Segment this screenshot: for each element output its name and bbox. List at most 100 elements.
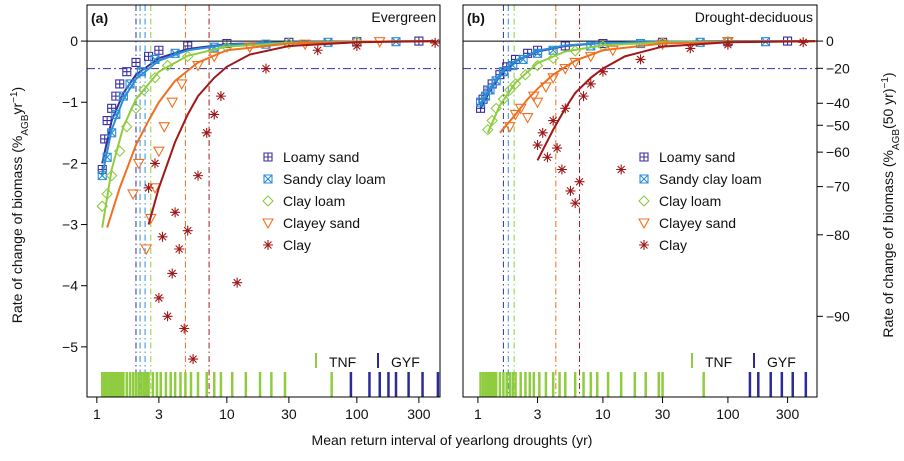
legend-marker (262, 218, 274, 230)
data-point (351, 40, 362, 51)
data-point (531, 59, 544, 72)
data-point (209, 109, 220, 120)
data-point (122, 67, 132, 77)
fit-curve (101, 40, 436, 176)
legend-label: Clayey sand (283, 215, 360, 231)
x-tick-label: 30 (655, 406, 671, 422)
y-axis-label: Rate of change of biomass (%AGByr−1) (9, 87, 31, 323)
data-point (118, 91, 128, 101)
y-tick-label: −2 (62, 155, 78, 171)
data-point (722, 39, 733, 50)
data-point (215, 91, 226, 102)
rug-label: GYF (767, 354, 796, 370)
data-point (569, 45, 581, 57)
data-point (192, 60, 204, 72)
data-point (201, 127, 212, 138)
data-point (111, 91, 121, 101)
data-point (514, 103, 527, 115)
y-tick-label: −3 (62, 217, 78, 233)
data-point (527, 91, 540, 103)
legend-marker (263, 174, 273, 184)
data-point (154, 45, 164, 55)
plot-area (87, 5, 440, 397)
x-tick-label: 3 (155, 406, 163, 422)
y2-axis-label-part: ) (880, 72, 896, 77)
data-point (537, 127, 548, 138)
legend-label: Sandy clay loam (659, 171, 762, 187)
y2-axis-label-part: Rate of change of biomass (% (880, 150, 896, 338)
legend-label: Loamy sand (659, 149, 735, 165)
data-point (170, 207, 181, 218)
y2-tick-label: −90 (826, 308, 850, 324)
x-axis-label: Mean return interval of yearlong drought… (312, 432, 593, 448)
legend-marker (638, 195, 650, 207)
y2-tick-label: −20 (826, 60, 850, 76)
data-point (490, 102, 502, 115)
panel-title: Evergreen (371, 9, 436, 25)
data-point (504, 84, 516, 96)
legend-marker (263, 152, 273, 162)
data-point (521, 112, 534, 124)
data-point (111, 109, 121, 120)
data-point (107, 128, 117, 138)
data-point (548, 115, 559, 126)
data-point (181, 50, 194, 63)
data-point (152, 146, 165, 158)
data-point (140, 244, 153, 256)
data-point (260, 63, 271, 74)
data-point (143, 182, 154, 193)
y-axis-label-part: −1 (9, 91, 20, 103)
data-point (125, 79, 135, 89)
data-point (584, 51, 597, 63)
plot-area (463, 5, 817, 397)
data-point (542, 152, 553, 163)
data-point (208, 51, 221, 63)
y-tick-label: −4 (62, 278, 78, 294)
data-point (552, 143, 563, 154)
data-point (531, 97, 544, 109)
data-point (283, 37, 295, 50)
x-tick-label: 10 (219, 406, 235, 422)
y-axis-label-part: ) (9, 87, 25, 92)
data-point (518, 54, 528, 64)
data-point (158, 122, 171, 133)
data-point (232, 277, 243, 288)
data-point (430, 37, 440, 48)
panel-frame (86, 4, 441, 398)
data-point (498, 67, 508, 77)
data-point (508, 60, 518, 71)
legend-label: Clay (283, 237, 311, 253)
y2-tick-label: −60 (826, 144, 850, 160)
x-tick-label: 30 (281, 406, 297, 422)
fit-curve (147, 40, 436, 225)
data-point (547, 73, 560, 84)
rug-label: TNF (705, 354, 732, 370)
legend-label: Clay loam (659, 193, 721, 209)
data-point (138, 84, 150, 96)
legend-marker (263, 240, 273, 250)
data-point (685, 43, 696, 54)
data-point (532, 140, 543, 151)
data-point (578, 91, 589, 102)
data-point (312, 45, 323, 56)
data-point (121, 120, 133, 133)
data-point (485, 85, 495, 95)
data-point (174, 244, 185, 255)
data-point (170, 48, 180, 58)
fit-curve (536, 40, 816, 161)
data-point (532, 48, 543, 58)
y2-axis-label: Rate of change of biomass (%AGB(50 yr)−1… (880, 72, 902, 337)
data-point (486, 114, 498, 127)
data-point (96, 200, 109, 212)
y2-tick-label: −40 (826, 95, 850, 111)
data-point (175, 79, 188, 91)
x-tick-label: 300 (776, 406, 800, 422)
data-point (131, 57, 141, 68)
data-point (182, 225, 193, 236)
panel-frame (462, 4, 818, 398)
data-point (130, 102, 142, 115)
data-point (102, 116, 112, 126)
data-point (656, 39, 669, 51)
data-point (153, 292, 164, 303)
x-tick-label: 10 (595, 406, 611, 422)
